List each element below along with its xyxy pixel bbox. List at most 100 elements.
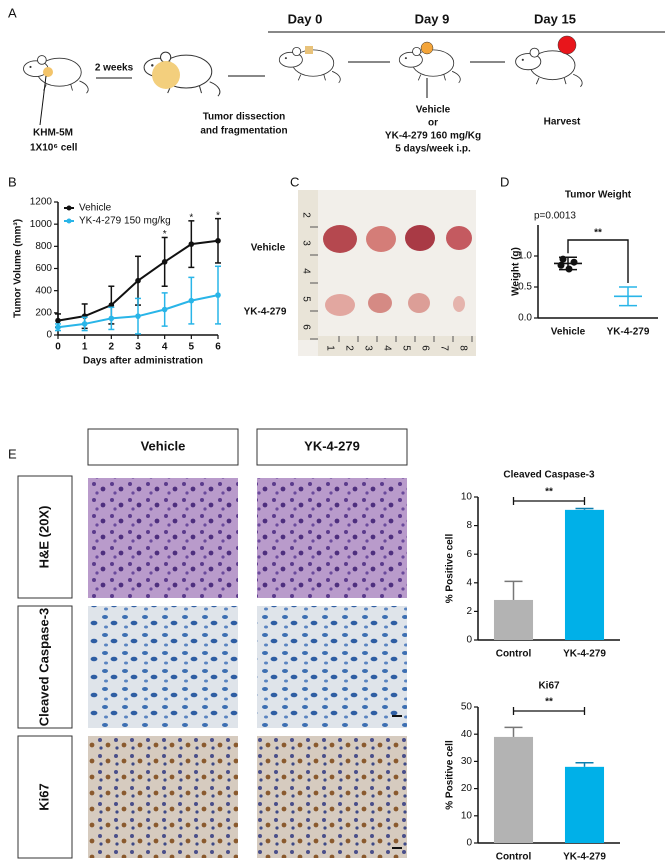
legend-label: YK-4-279 150 mg/kg [79, 216, 171, 227]
panel-label: C [290, 174, 299, 189]
ruler-label: 6 [300, 324, 311, 330]
ruler-label: 5 [300, 296, 311, 302]
x-tick-label: YK-4-279 [563, 649, 606, 660]
day-label: Day 0 [288, 11, 323, 26]
legend-marker [66, 205, 72, 211]
arrow [39, 75, 47, 126]
x-tick-label: 4 [162, 342, 168, 353]
tumor [366, 226, 396, 252]
point [557, 261, 565, 269]
y-tick-label: 4 [466, 577, 472, 588]
histology-image [257, 606, 407, 728]
y-axis-label: Tumor Volume (mm³) [13, 219, 24, 318]
ruler-label: 3 [362, 345, 373, 351]
marker [215, 292, 221, 298]
significance-mark: * [163, 229, 167, 240]
histology-image [88, 736, 238, 858]
bar [493, 736, 534, 843]
group-label: Vehicle [251, 243, 286, 254]
marker [108, 302, 115, 308]
x-tick-label: Control [496, 649, 532, 660]
y-tick-label: 400 [35, 285, 52, 296]
y-tick-label: 0.0 [518, 313, 532, 324]
chart-title: Ki67 [538, 681, 560, 692]
ruler-label: 7 [438, 345, 449, 351]
ruler-label: 6 [419, 345, 430, 351]
row-header-box [17, 735, 73, 859]
y-tick-label: 0 [46, 330, 52, 341]
column-header-box [256, 428, 408, 466]
histology-image [88, 606, 238, 728]
panel-label: E [8, 446, 17, 461]
x-tick-label: Control [496, 852, 532, 863]
y-tick-label: 6 [466, 549, 472, 560]
tumor [453, 296, 465, 312]
y-tick-label: 8 [466, 520, 472, 531]
column-header-box [87, 428, 239, 466]
row-header-box [17, 605, 73, 729]
tumor [323, 225, 357, 253]
column-header: YK-4-279 [304, 438, 360, 453]
x-tick-label: YK-4-279 [607, 327, 650, 338]
cell-line: KHM-5M [33, 128, 73, 139]
row-header: Ki67 [36, 783, 51, 810]
row-header: H&E (20X) [36, 506, 51, 569]
y-tick-label: 10 [461, 810, 473, 821]
cell-count: 1X10⁶ cell [30, 143, 78, 154]
histology-image [257, 736, 407, 858]
ruler-label: 4 [381, 345, 392, 351]
y-tick-label: 0 [466, 635, 472, 646]
point [559, 255, 567, 263]
tumor-photo [298, 190, 476, 356]
y-axis-label: % Positive cell [445, 534, 456, 604]
chart-title: Tumor Weight [565, 190, 632, 201]
panel-label: B [8, 174, 17, 189]
significance-bracket [512, 707, 586, 715]
y-tick-label: 2 [466, 606, 472, 617]
day-label: Day 15 [534, 11, 576, 26]
tumor [420, 41, 434, 55]
bar [564, 766, 605, 843]
point [565, 265, 573, 273]
x-tick-label: Vehicle [551, 327, 586, 338]
group-label: YK-4-279 [244, 307, 287, 318]
x-tick-label: 6 [215, 342, 221, 353]
bar [493, 599, 534, 640]
x-tick-label: 2 [109, 342, 115, 353]
legend-label: Vehicle [79, 203, 112, 214]
y-tick-label: 0.5 [518, 282, 532, 293]
y-tick-label: 1000 [30, 219, 53, 230]
tumor [325, 294, 355, 316]
y-tick-label: 1200 [30, 197, 53, 208]
harvest-text: Harvest [544, 117, 581, 128]
marker [161, 306, 168, 313]
significance-mark: ** [545, 487, 553, 498]
significance-mark: * [216, 210, 220, 221]
treatment-text: 5 days/week i.p. [395, 144, 471, 155]
tumor [152, 61, 180, 89]
ruler-label: 1 [324, 345, 335, 351]
ruler-label: 2 [300, 212, 311, 218]
legend-marker [66, 218, 72, 224]
y-tick-label: 600 [35, 263, 52, 274]
x-tick-label: 0 [55, 342, 61, 353]
significance-mark: ** [594, 228, 602, 239]
tumor [408, 293, 430, 313]
mouse [515, 47, 583, 88]
x-tick-label: YK-4-279 [563, 852, 606, 863]
panel-label: D [500, 174, 509, 189]
significance-bracket [512, 497, 586, 505]
photo-bg [298, 190, 476, 356]
marker [55, 324, 61, 331]
y-tick-label: 10 [461, 492, 473, 503]
marker [215, 237, 221, 244]
tumor [305, 46, 313, 54]
y-axis-label: Weight (g) [511, 247, 522, 296]
ruler-label: 3 [300, 240, 311, 246]
row-header: Cleaved Caspase-3 [36, 608, 51, 727]
y-axis-label: % Positive cell [445, 740, 456, 810]
tumor [557, 35, 577, 55]
treatment-text: Vehicle [416, 105, 451, 116]
tumor [43, 67, 53, 77]
